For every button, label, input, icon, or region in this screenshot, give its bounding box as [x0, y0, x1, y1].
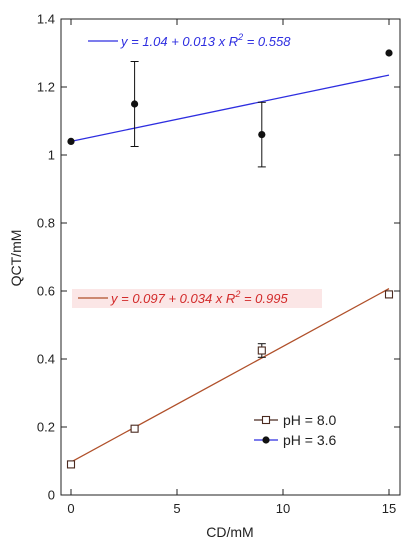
fit-equation-highlight-ph8: [72, 289, 322, 308]
legend-label-ph36: pH = 3.6: [283, 432, 337, 448]
y-tick-label: 0.8: [37, 216, 55, 231]
plot-frame: [60, 18, 401, 496]
y-tick-labels: 0 0.2 0.4 0.6 0.8 1 1.2 1.4: [37, 12, 55, 503]
y-axis-label: QCT/mM: [8, 230, 24, 287]
data-points: [66, 49, 394, 469]
x-tick-label: 5: [173, 501, 180, 516]
fit-equation-ph36: y = 1.04 + 0.013 x R2 = 0.558: [120, 32, 291, 49]
axis-ticks: [61, 18, 400, 496]
legend: pH = 8.0 pH = 3.6: [254, 412, 337, 448]
y-tick-label: 0.6: [37, 284, 55, 299]
y-tick-label: 0.4: [37, 352, 55, 367]
point-ph36: [385, 49, 393, 57]
point-ph36: [67, 137, 75, 145]
point-ph8: [384, 290, 394, 299]
point-ph8: [66, 460, 76, 469]
fit-equations: y = 1.04 + 0.013 x R2 = 0.558 y = 0.097 +…: [72, 32, 322, 308]
y-tick-label: 1.4: [37, 12, 55, 27]
fit-lines: [70, 74, 390, 463]
point-ph36: [258, 131, 266, 139]
x-tick-label: 0: [67, 501, 74, 516]
fit-line-ph8: [70, 288, 390, 463]
point-ph8: [130, 424, 139, 433]
x-tick-label: 15: [382, 501, 396, 516]
legend-marker-ph36: [262, 436, 270, 444]
point-ph36: [131, 100, 139, 108]
legend-marker-ph8: [261, 415, 271, 425]
y-tick-label: 1: [48, 148, 55, 163]
fit-line-ph36: [70, 74, 390, 143]
fit-equation-ph8: y = 0.097 + 0.034 x R2 = 0.995: [110, 289, 288, 306]
x-axis-label: CD/mM: [206, 524, 253, 540]
x-tick-label: 10: [276, 501, 290, 516]
legend-label-ph8: pH = 8.0: [283, 412, 337, 428]
y-tick-label: 0.2: [37, 420, 55, 435]
error-bars: [67, 61, 393, 469]
y-tick-label: 1.2: [37, 80, 55, 95]
y-tick-label: 0: [48, 488, 55, 503]
x-tick-labels: 0 5 10 15: [67, 501, 396, 516]
point-ph8: [257, 346, 266, 355]
